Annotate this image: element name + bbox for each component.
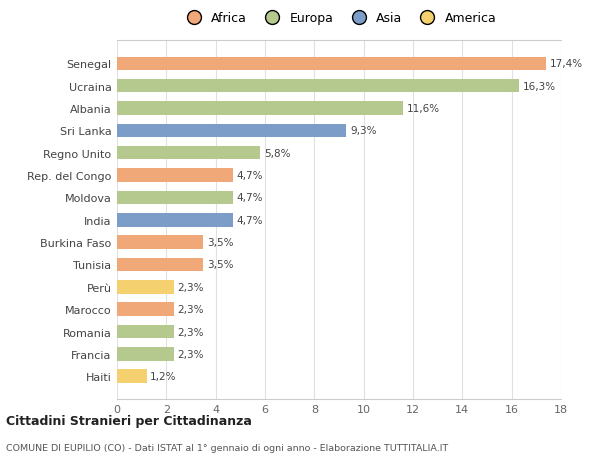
Text: 2,3%: 2,3% [178,349,204,359]
Bar [117,280,174,294]
Text: 11,6%: 11,6% [407,104,440,114]
Bar [117,303,174,316]
Text: 1,2%: 1,2% [150,371,177,381]
Bar [117,258,203,272]
Bar [117,347,174,361]
Text: 17,4%: 17,4% [550,59,583,69]
Text: 3,5%: 3,5% [207,260,233,270]
Bar [117,325,174,338]
Text: 4,7%: 4,7% [236,215,263,225]
Text: 16,3%: 16,3% [523,82,556,91]
Bar [117,236,203,249]
Text: 9,3%: 9,3% [350,126,377,136]
Bar [117,191,233,205]
Bar [117,57,546,71]
Bar [117,80,519,93]
Bar [117,369,146,383]
Bar [117,147,260,160]
Text: 2,3%: 2,3% [178,304,204,314]
Bar [117,213,233,227]
Text: 4,7%: 4,7% [236,171,263,181]
Text: 4,7%: 4,7% [236,193,263,203]
Text: COMUNE DI EUPILIO (CO) - Dati ISTAT al 1° gennaio di ogni anno - Elaborazione TU: COMUNE DI EUPILIO (CO) - Dati ISTAT al 1… [6,443,448,452]
Text: 3,5%: 3,5% [207,238,233,247]
Bar [117,169,233,182]
Text: Cittadini Stranieri per Cittadinanza: Cittadini Stranieri per Cittadinanza [6,414,252,428]
Bar [117,102,403,116]
Legend: Africa, Europa, Asia, America: Africa, Europa, Asia, America [179,10,499,28]
Bar [117,124,346,138]
Text: 5,8%: 5,8% [264,148,290,158]
Text: 2,3%: 2,3% [178,282,204,292]
Text: 2,3%: 2,3% [178,327,204,337]
